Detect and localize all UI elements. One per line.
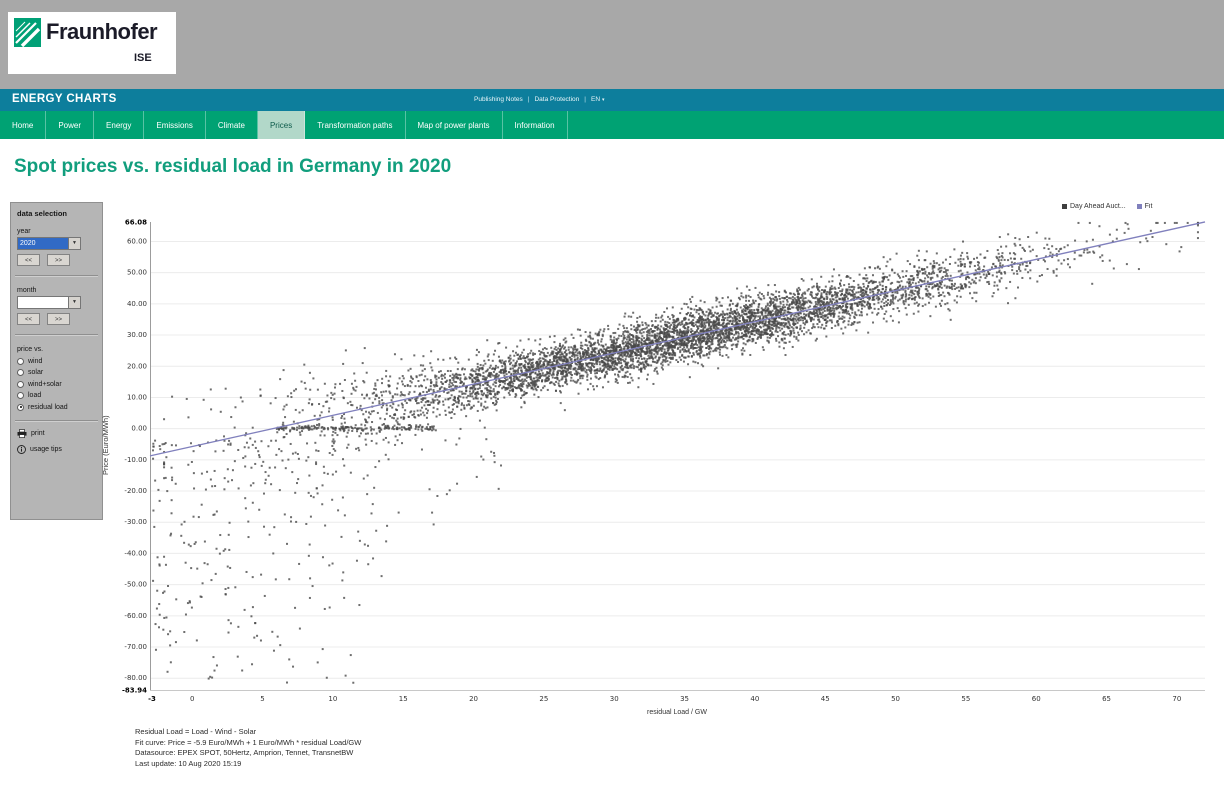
legend-marker-icon: [1062, 204, 1067, 209]
price-vs-option[interactable]: solar: [17, 369, 96, 376]
month-label: month: [17, 287, 37, 294]
scatter-plot-canvas: [115, 208, 1210, 708]
month-stepper: << >>: [17, 313, 96, 325]
chart-footnote-line: Residual Load = Load - Wind - Solar: [135, 727, 257, 736]
month-prev-button[interactable]: <<: [17, 313, 40, 325]
year-label: year: [17, 228, 31, 235]
chart-footnote-line: Last update: 10 Aug 2020 15:19: [135, 758, 242, 768]
legend-item[interactable]: Day Ahead Auct...: [1062, 203, 1126, 210]
dropdown-arrow-icon[interactable]: ▼: [68, 297, 80, 308]
nav-tab[interactable]: Prices: [257, 111, 306, 139]
month-select[interactable]: ▼: [17, 296, 81, 309]
publishing-notes-link[interactable]: Publishing Notes: [474, 96, 523, 103]
radio-icon[interactable]: [17, 403, 24, 411]
energy-charts-banner: ENERGY CHARTS Publishing Notes | Data Pr…: [0, 89, 1224, 111]
chart-footnotes: Residual Load = Load - Wind - Solar Fit c…: [135, 727, 361, 769]
chart-footnote-line: Fit curve: Price = -5.9 Euro/MWh + 1 Eur…: [135, 737, 362, 747]
price-vs-label: price vs.: [17, 346, 44, 353]
chart-footnote-line: Datasource: EPEX SPOT, 50Hertz, Amprion,…: [135, 748, 354, 757]
nav-tab[interactable]: Information: [503, 111, 568, 139]
y-axis-label: Price (Euro/MWh): [101, 415, 110, 475]
main-nav: Home Power Energy Emissions Climate Prices Tra…: [0, 111, 1224, 139]
usage-tips-action[interactable]: usage tips: [17, 444, 96, 454]
nav-tab[interactable]: Home: [0, 111, 47, 139]
nav-tab[interactable]: Power: [46, 111, 95, 139]
radio-icon[interactable]: [17, 392, 24, 399]
chart-legend: Day Ahead Auct... Fit: [1062, 203, 1152, 210]
caret-down-icon: ▾: [602, 96, 605, 103]
year-select-value: 2020: [18, 238, 68, 249]
x-axis-label: residual Load / GW: [647, 709, 707, 716]
brand-subtitle: ISE: [134, 52, 152, 64]
year-prev-button[interactable]: <<: [17, 254, 40, 266]
data-protection-link[interactable]: Data Protection: [534, 96, 580, 103]
data-selection-panel: data selection year 2020 ▼ << >> month ▼…: [10, 202, 103, 520]
year-next-button[interactable]: >>: [47, 254, 70, 266]
radio-icon[interactable]: [17, 357, 24, 365]
nav-tab[interactable]: Map of power plants: [406, 111, 503, 139]
banner-title: ENERGY CHARTS: [12, 93, 117, 105]
printer-icon: [17, 428, 27, 438]
divider: [15, 419, 98, 422]
link-separator: |: [527, 96, 530, 103]
nav-tab[interactable]: Transformation paths: [305, 111, 406, 139]
year-select[interactable]: 2020 ▼: [17, 237, 81, 250]
language-value: EN: [591, 96, 601, 103]
price-vs-options: wind solar wind+solar load residual load: [17, 357, 96, 411]
legend-marker-icon: [1136, 204, 1142, 209]
fraunhofer-logo-icon: [14, 18, 41, 47]
banner-links: Publishing Notes | Data Protection | EN …: [474, 96, 605, 103]
info-icon: [17, 444, 26, 454]
nav-tab[interactable]: Energy: [94, 111, 145, 139]
price-vs-option[interactable]: wind+solar: [17, 380, 96, 388]
panel-title: data selection: [17, 209, 68, 218]
page-title: Spot prices vs. residual load in Germany…: [14, 156, 452, 177]
top-gray-band: Fraunhofer ISE: [0, 0, 1224, 89]
year-stepper: << >>: [17, 254, 96, 266]
radio-icon[interactable]: [17, 380, 24, 388]
price-vs-option[interactable]: wind: [17, 357, 96, 365]
brand-name: Fraunhofer: [46, 19, 158, 44]
link-separator: |: [584, 96, 586, 103]
month-select-value: [18, 297, 68, 308]
fraunhofer-logo: Fraunhofer ISE: [8, 12, 176, 74]
month-next-button[interactable]: >>: [47, 313, 70, 325]
price-vs-option[interactable]: load: [17, 392, 96, 399]
divider: [15, 334, 98, 336]
nav-tab[interactable]: Climate: [206, 111, 258, 139]
nav-tab[interactable]: Emissions: [144, 111, 206, 139]
print-label: print: [31, 429, 45, 437]
price-vs-option[interactable]: residual load: [17, 403, 96, 411]
language-selector[interactable]: EN ▾: [591, 96, 605, 103]
dropdown-arrow-icon[interactable]: ▼: [68, 238, 80, 249]
divider: [15, 275, 98, 277]
usage-tips-label: usage tips: [30, 445, 62, 453]
legend-item[interactable]: Fit: [1136, 203, 1152, 210]
print-action[interactable]: print: [17, 428, 96, 438]
radio-icon[interactable]: [17, 369, 24, 376]
